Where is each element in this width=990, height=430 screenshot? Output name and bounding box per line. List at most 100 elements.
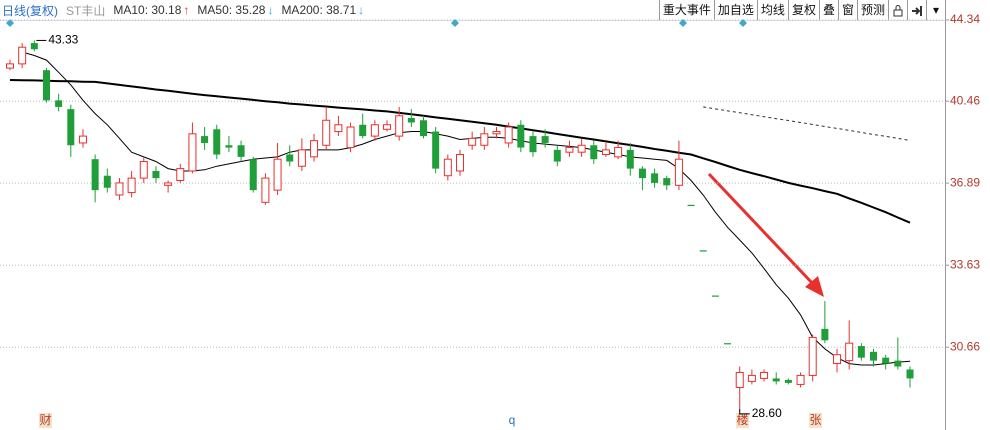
- candle-body: [188, 133, 197, 172]
- candle-body: [468, 137, 477, 146]
- candle-body: [6, 63, 14, 69]
- toolbar-button[interactable]: 重大事件: [658, 0, 714, 20]
- toolbar-button[interactable]: 加自选: [713, 0, 757, 20]
- candle-body: [833, 354, 842, 365]
- toolbar: 重大事件 加自选 均线 复权 叠 窗 预测 ▾: [658, 0, 945, 20]
- candle-body: [504, 126, 513, 144]
- toolbar-button[interactable]: 窗: [837, 0, 857, 20]
- candle-body: [297, 149, 306, 167]
- candle-body: [443, 158, 452, 177]
- candle-body: [127, 177, 136, 194]
- period-label: 日线(复权): [2, 3, 58, 18]
- candle-body: [553, 149, 561, 162]
- candle-body: [67, 109, 75, 146]
- event-tag-bg: [736, 413, 749, 428]
- candle-body: [480, 133, 489, 146]
- candle-body: [249, 159, 257, 191]
- y-tick-label: 30.66: [950, 339, 980, 353]
- ma-line: [22, 51, 911, 366]
- y-tick-label: 40.46: [950, 93, 980, 107]
- candle-body: [420, 120, 428, 137]
- candle-body: [359, 124, 367, 137]
- candle-body: [346, 126, 355, 149]
- ma-line: [9, 79, 911, 224]
- event-tag: 财: [39, 413, 51, 427]
- candle-body: [845, 342, 854, 362]
- candle-body: [115, 182, 124, 196]
- candle-body: [638, 168, 646, 179]
- candle-body: [237, 145, 245, 157]
- candle-body: [334, 124, 343, 133]
- candle-body: [139, 161, 148, 179]
- candle-body: [663, 178, 671, 186]
- candle-body: [261, 177, 270, 203]
- candle-body: [601, 149, 610, 156]
- toolbar-button[interactable]: 预测: [856, 0, 888, 20]
- candle-body: [626, 149, 634, 169]
- candle-body: [91, 159, 99, 191]
- low-label: 28.60: [752, 406, 782, 420]
- candle-body: [225, 145, 233, 148]
- candle-body: [310, 140, 319, 158]
- candle-body: [870, 351, 878, 361]
- candle-body: [821, 328, 829, 341]
- toolbar-button[interactable]: 均线: [756, 0, 788, 20]
- candle-body: [735, 371, 744, 388]
- candle-body: [565, 147, 574, 153]
- candle-body: [55, 100, 63, 107]
- candle-body: [882, 357, 890, 364]
- event-diamond: [451, 19, 459, 27]
- candle-body: [456, 154, 464, 172]
- high-label: 43.33: [48, 33, 78, 47]
- candle-body: [796, 374, 805, 385]
- candle-body: [808, 336, 817, 376]
- symbol-label: ST丰山: [66, 3, 106, 18]
- candle-body: [577, 144, 586, 153]
- candle-body: [273, 158, 282, 191]
- candle-body: [432, 131, 440, 169]
- candle-body: [18, 46, 27, 65]
- legend-entry: MA10: 30.18: [113, 3, 182, 17]
- event-diamond: [679, 19, 687, 27]
- candle-body: [529, 136, 537, 153]
- y-tick-label: 44.34: [950, 12, 980, 26]
- ma-line: [703, 106, 911, 141]
- annotation-arrow: [707, 172, 816, 287]
- low-pointer: [739, 408, 750, 415]
- lock-icon: [893, 4, 903, 17]
- candle-body: [614, 147, 623, 158]
- candle-body: [724, 343, 732, 345]
- expand-icon: [912, 5, 922, 16]
- candle-body: [370, 124, 379, 137]
- legend-trend: ↓: [358, 3, 365, 17]
- legend-trend: ↓: [267, 3, 274, 17]
- event-diamond: [739, 19, 747, 27]
- y-tick-label: 36.89: [950, 175, 980, 189]
- event-tag: 张: [809, 413, 821, 427]
- candle-body: [30, 43, 38, 50]
- menu-button[interactable]: ▾: [926, 0, 945, 20]
- candle-body: [517, 124, 525, 148]
- candle-body: [383, 124, 392, 130]
- y-tick-label: 33.63: [950, 257, 980, 271]
- candle-body: [590, 145, 598, 160]
- candle-body: [894, 360, 902, 367]
- candle-body: [711, 295, 719, 297]
- legend-entry: MA50: 35.28: [197, 3, 266, 17]
- candle-body: [201, 136, 209, 143]
- candle-body: [760, 371, 769, 379]
- expand-button[interactable]: [907, 0, 926, 20]
- candle-body: [747, 374, 756, 382]
- toolbar-button[interactable]: 叠: [818, 0, 838, 20]
- candle-body: [78, 135, 87, 144]
- candle-body: [772, 378, 780, 382]
- candle-body: [164, 182, 173, 186]
- header-bar: 日线(复权) ST丰山 MA10: 30.18 ↑ MA50: 35.28 ↓ MA…: [0, 0, 990, 20]
- lock-button[interactable]: [888, 0, 907, 20]
- toolbar-button[interactable]: 复权: [787, 0, 819, 20]
- candle-body: [906, 369, 914, 379]
- candle-body: [286, 154, 294, 162]
- candle-body: [103, 175, 111, 188]
- candle-body: [176, 168, 185, 182]
